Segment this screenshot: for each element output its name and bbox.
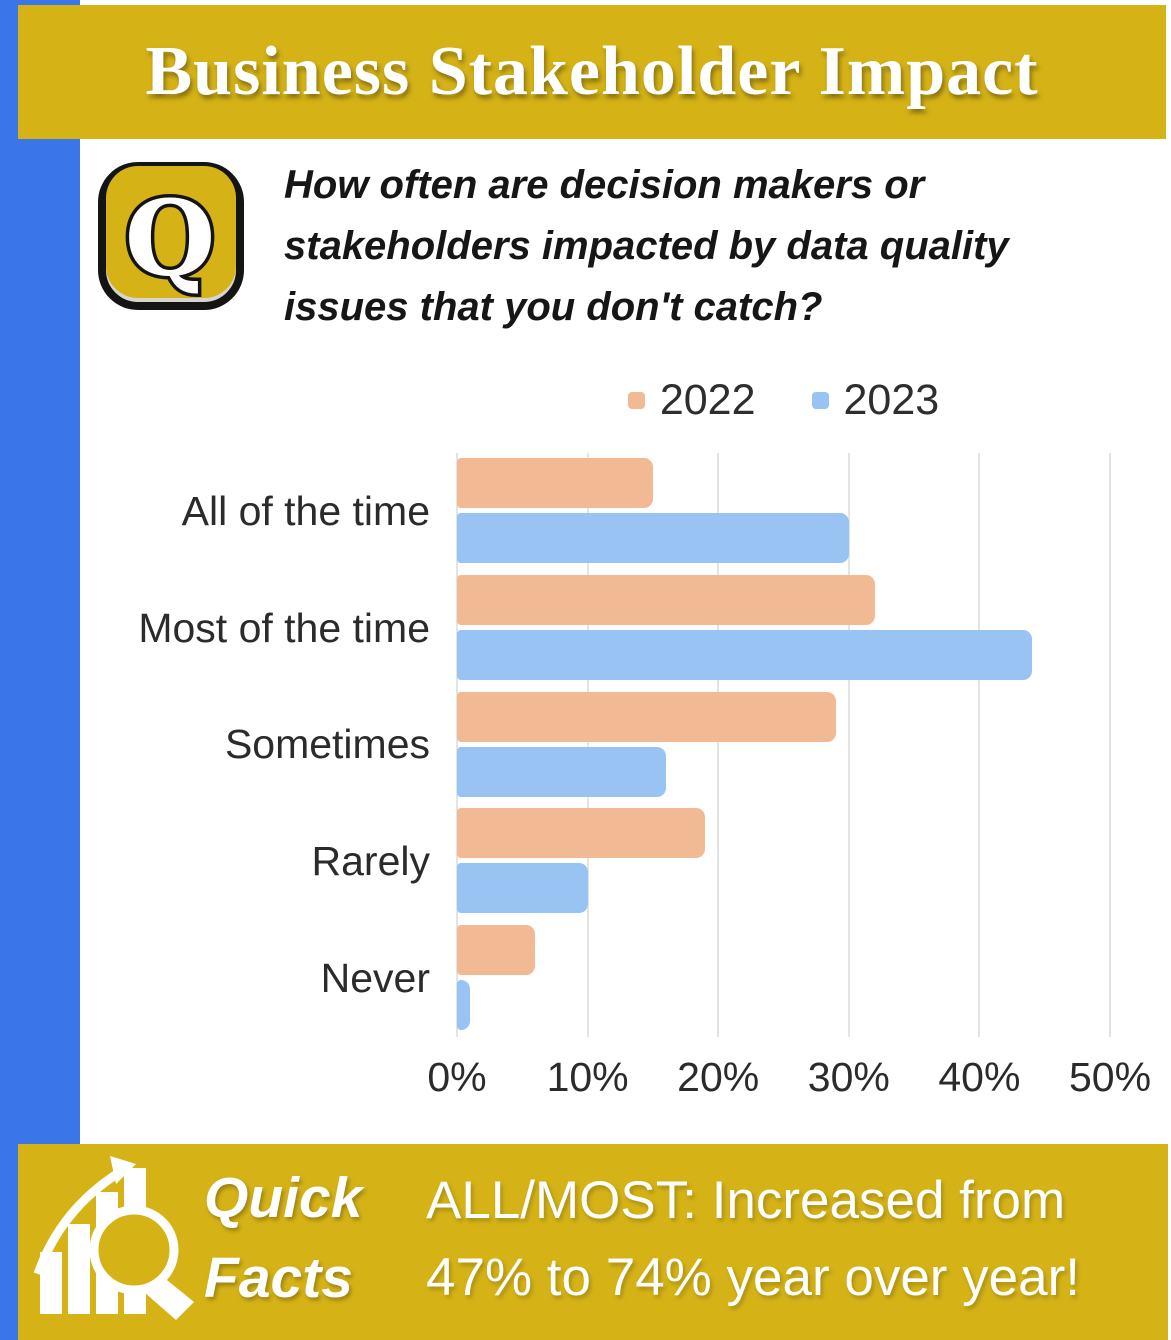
bar-group xyxy=(457,803,1110,920)
fact-text: ALL/MOST: Increased from 47% to 74% year… xyxy=(426,1171,1081,1307)
legend-label-2022: 2022 xyxy=(659,375,756,424)
x-tick-label: 40% xyxy=(938,1054,1021,1100)
chart-legend: 2022 2023 xyxy=(457,374,1110,426)
legend-swatch-2022 xyxy=(627,391,645,409)
chart-magnifier-icon xyxy=(32,1152,202,1322)
category-labels: All of the time Most of the time Sometimes… xyxy=(0,453,430,1037)
x-tick-label: 10% xyxy=(546,1054,629,1100)
legend-swatch-2023 xyxy=(811,391,829,409)
bar-2022 xyxy=(457,808,706,859)
quick-facts-label: Quick Facts xyxy=(204,1158,362,1318)
question-text: How often are decision makers or stakeho… xyxy=(284,163,1009,329)
x-tick-label: 20% xyxy=(677,1054,760,1100)
bar-2022 xyxy=(457,925,536,976)
q-badge-icon-svg: Q xyxy=(98,162,244,310)
gridline xyxy=(1109,453,1111,1037)
bar-2023 xyxy=(457,746,666,797)
bar-2023 xyxy=(457,863,588,914)
header-band: Business Stakeholder Impact xyxy=(18,5,1166,139)
gridline xyxy=(717,453,720,1037)
x-tick-label: 50% xyxy=(1068,1054,1152,1100)
page-title: Business Stakeholder Impact xyxy=(145,33,1039,110)
gridline xyxy=(978,453,981,1037)
x-tick-label: 0% xyxy=(427,1054,487,1100)
x-axis: 0% 10% 20% 30% 40% 50% xyxy=(427,1054,1151,1108)
category-label: Rarely xyxy=(311,838,430,885)
bar-2022 xyxy=(457,691,836,742)
category-label: All of the time xyxy=(181,487,430,534)
category-label: Most of the time xyxy=(138,604,430,651)
quick-facts-line2: Facts xyxy=(204,1246,353,1310)
category-label: Sometimes xyxy=(224,721,430,768)
bar-2022 xyxy=(457,574,875,625)
bar-group xyxy=(457,453,1110,570)
bar-group xyxy=(457,687,1110,804)
bar-2023 xyxy=(457,513,849,563)
q-badge-icon: Q xyxy=(96,158,246,312)
legend-item-2023: 2023 xyxy=(811,375,940,425)
legend-item-2022: 2022 xyxy=(627,375,756,425)
bar-2023 xyxy=(457,629,1032,680)
bar-2022 xyxy=(457,458,653,508)
q-letter: Q xyxy=(125,177,216,300)
gridline xyxy=(586,453,589,1037)
bar-group xyxy=(457,920,1110,1037)
quick-facts-line1: Quick xyxy=(204,1166,363,1230)
bar-2023 xyxy=(457,980,471,1031)
chart-magnifier-icon-svg xyxy=(33,1156,194,1320)
legend-label-2023: 2023 xyxy=(843,375,940,424)
footer-band: Quick Facts ALL/MOST: Increased from 47%… xyxy=(18,1144,1168,1340)
category-label: Never xyxy=(320,955,430,1002)
left-accent-strip xyxy=(0,0,80,1340)
bar-group xyxy=(457,570,1110,687)
x-tick-label: 30% xyxy=(807,1054,890,1100)
gridline xyxy=(847,453,850,1037)
plot-area xyxy=(456,453,1111,1037)
bar-groups xyxy=(457,453,1110,1037)
gridline xyxy=(456,453,458,1037)
